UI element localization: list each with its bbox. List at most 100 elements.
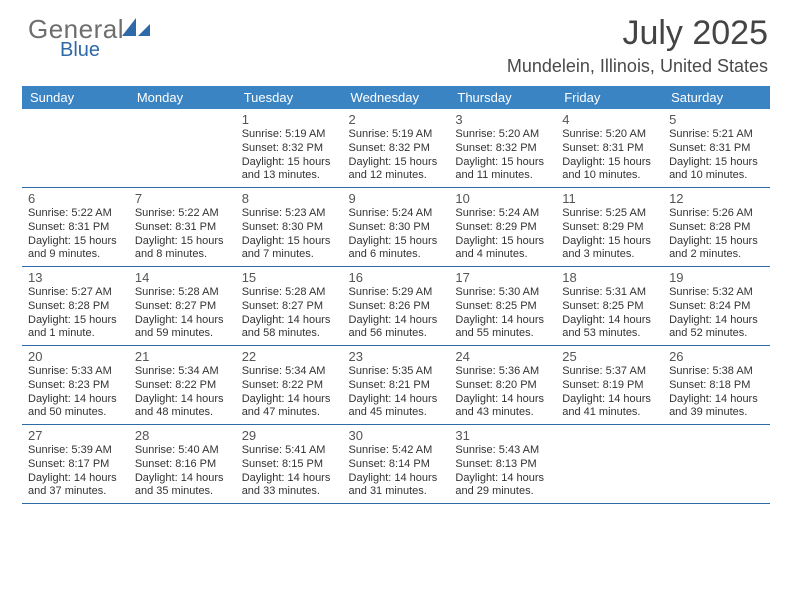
sunrise-line: Sunrise: 5:39 AM	[28, 444, 123, 458]
day-number: 27	[28, 428, 123, 443]
day-number: 9	[349, 191, 444, 206]
sunrise-line: Sunrise: 5:21 AM	[669, 128, 764, 142]
day-detail: Sunrise: 5:19 AMSunset: 8:32 PMDaylight:…	[242, 128, 337, 183]
daylight-line: Daylight: 14 hours and 55 minutes.	[455, 314, 550, 342]
day-detail: Sunrise: 5:28 AMSunset: 8:27 PMDaylight:…	[242, 286, 337, 341]
day-number: 22	[242, 349, 337, 364]
sunset-line: Sunset: 8:32 PM	[242, 142, 337, 156]
calendar-header-cell: Wednesday	[343, 86, 450, 109]
calendar-day-cell	[129, 109, 236, 187]
calendar-day-cell: 12Sunrise: 5:26 AMSunset: 8:28 PMDayligh…	[663, 188, 770, 266]
day-detail: Sunrise: 5:32 AMSunset: 8:24 PMDaylight:…	[669, 286, 764, 341]
day-detail: Sunrise: 5:41 AMSunset: 8:15 PMDaylight:…	[242, 444, 337, 499]
sunset-line: Sunset: 8:24 PM	[669, 300, 764, 314]
sunset-line: Sunset: 8:32 PM	[349, 142, 444, 156]
calendar-day-cell: 15Sunrise: 5:28 AMSunset: 8:27 PMDayligh…	[236, 267, 343, 345]
sunrise-line: Sunrise: 5:35 AM	[349, 365, 444, 379]
daylight-line: Daylight: 14 hours and 48 minutes.	[135, 393, 230, 421]
day-detail: Sunrise: 5:37 AMSunset: 8:19 PMDaylight:…	[562, 365, 657, 420]
daylight-line: Daylight: 14 hours and 31 minutes.	[349, 472, 444, 500]
sunset-line: Sunset: 8:13 PM	[455, 458, 550, 472]
sunrise-line: Sunrise: 5:26 AM	[669, 207, 764, 221]
sunset-line: Sunset: 8:31 PM	[28, 221, 123, 235]
day-number: 16	[349, 270, 444, 285]
calendar-day-cell: 25Sunrise: 5:37 AMSunset: 8:19 PMDayligh…	[556, 346, 663, 424]
daylight-line: Daylight: 15 hours and 12 minutes.	[349, 156, 444, 184]
daylight-line: Daylight: 14 hours and 37 minutes.	[28, 472, 123, 500]
day-number: 19	[669, 270, 764, 285]
calendar-day-cell: 16Sunrise: 5:29 AMSunset: 8:26 PMDayligh…	[343, 267, 450, 345]
daylight-line: Daylight: 14 hours and 33 minutes.	[242, 472, 337, 500]
day-number: 3	[455, 112, 550, 127]
day-number: 7	[135, 191, 230, 206]
calendar-day-cell: 9Sunrise: 5:24 AMSunset: 8:30 PMDaylight…	[343, 188, 450, 266]
calendar-header-cell: Saturday	[663, 86, 770, 109]
sunrise-line: Sunrise: 5:19 AM	[349, 128, 444, 142]
calendar-day-cell: 21Sunrise: 5:34 AMSunset: 8:22 PMDayligh…	[129, 346, 236, 424]
sunrise-line: Sunrise: 5:24 AM	[349, 207, 444, 221]
calendar-day-cell: 2Sunrise: 5:19 AMSunset: 8:32 PMDaylight…	[343, 109, 450, 187]
day-detail: Sunrise: 5:39 AMSunset: 8:17 PMDaylight:…	[28, 444, 123, 499]
day-detail: Sunrise: 5:35 AMSunset: 8:21 PMDaylight:…	[349, 365, 444, 420]
sunrise-line: Sunrise: 5:20 AM	[562, 128, 657, 142]
calendar-day-cell: 14Sunrise: 5:28 AMSunset: 8:27 PMDayligh…	[129, 267, 236, 345]
day-number: 11	[562, 191, 657, 206]
calendar: SundayMondayTuesdayWednesdayThursdayFrid…	[22, 86, 770, 504]
day-number: 17	[455, 270, 550, 285]
sunset-line: Sunset: 8:20 PM	[455, 379, 550, 393]
calendar-header-cell: Sunday	[22, 86, 129, 109]
sunrise-line: Sunrise: 5:19 AM	[242, 128, 337, 142]
sunset-line: Sunset: 8:23 PM	[28, 379, 123, 393]
sunrise-line: Sunrise: 5:28 AM	[135, 286, 230, 300]
daylight-line: Daylight: 14 hours and 58 minutes.	[242, 314, 337, 342]
day-number: 15	[242, 270, 337, 285]
sunset-line: Sunset: 8:32 PM	[455, 142, 550, 156]
day-detail: Sunrise: 5:33 AMSunset: 8:23 PMDaylight:…	[28, 365, 123, 420]
day-number: 12	[669, 191, 764, 206]
page: General Blue July 2025 Mundelein, Illino…	[0, 0, 792, 612]
calendar-day-cell: 8Sunrise: 5:23 AMSunset: 8:30 PMDaylight…	[236, 188, 343, 266]
sunrise-line: Sunrise: 5:22 AM	[28, 207, 123, 221]
logo-sail-icon	[122, 18, 152, 40]
sunrise-line: Sunrise: 5:34 AM	[242, 365, 337, 379]
day-detail: Sunrise: 5:22 AMSunset: 8:31 PMDaylight:…	[135, 207, 230, 262]
sunrise-line: Sunrise: 5:33 AM	[28, 365, 123, 379]
calendar-header-cell: Thursday	[449, 86, 556, 109]
sunset-line: Sunset: 8:18 PM	[669, 379, 764, 393]
day-detail: Sunrise: 5:22 AMSunset: 8:31 PMDaylight:…	[28, 207, 123, 262]
daylight-line: Daylight: 14 hours and 59 minutes.	[135, 314, 230, 342]
day-number: 20	[28, 349, 123, 364]
sunset-line: Sunset: 8:28 PM	[669, 221, 764, 235]
calendar-day-cell: 31Sunrise: 5:43 AMSunset: 8:13 PMDayligh…	[449, 425, 556, 503]
sunrise-line: Sunrise: 5:36 AM	[455, 365, 550, 379]
day-detail: Sunrise: 5:28 AMSunset: 8:27 PMDaylight:…	[135, 286, 230, 341]
daylight-line: Daylight: 14 hours and 52 minutes.	[669, 314, 764, 342]
sunrise-line: Sunrise: 5:38 AM	[669, 365, 764, 379]
calendar-day-cell: 29Sunrise: 5:41 AMSunset: 8:15 PMDayligh…	[236, 425, 343, 503]
sunrise-line: Sunrise: 5:31 AM	[562, 286, 657, 300]
sunrise-line: Sunrise: 5:27 AM	[28, 286, 123, 300]
calendar-day-cell: 27Sunrise: 5:39 AMSunset: 8:17 PMDayligh…	[22, 425, 129, 503]
calendar-week-row: 6Sunrise: 5:22 AMSunset: 8:31 PMDaylight…	[22, 188, 770, 267]
day-detail: Sunrise: 5:27 AMSunset: 8:28 PMDaylight:…	[28, 286, 123, 341]
calendar-week-row: 13Sunrise: 5:27 AMSunset: 8:28 PMDayligh…	[22, 267, 770, 346]
calendar-header-cell: Friday	[556, 86, 663, 109]
sunset-line: Sunset: 8:17 PM	[28, 458, 123, 472]
calendar-day-cell: 17Sunrise: 5:30 AMSunset: 8:25 PMDayligh…	[449, 267, 556, 345]
daylight-line: Daylight: 14 hours and 39 minutes.	[669, 393, 764, 421]
sunset-line: Sunset: 8:28 PM	[28, 300, 123, 314]
daylight-line: Daylight: 14 hours and 29 minutes.	[455, 472, 550, 500]
sunset-line: Sunset: 8:26 PM	[349, 300, 444, 314]
calendar-day-cell: 24Sunrise: 5:36 AMSunset: 8:20 PMDayligh…	[449, 346, 556, 424]
sunset-line: Sunset: 8:19 PM	[562, 379, 657, 393]
calendar-week-row: 27Sunrise: 5:39 AMSunset: 8:17 PMDayligh…	[22, 425, 770, 504]
day-detail: Sunrise: 5:19 AMSunset: 8:32 PMDaylight:…	[349, 128, 444, 183]
daylight-line: Daylight: 15 hours and 2 minutes.	[669, 235, 764, 263]
day-number: 2	[349, 112, 444, 127]
sunrise-line: Sunrise: 5:42 AM	[349, 444, 444, 458]
day-detail: Sunrise: 5:24 AMSunset: 8:30 PMDaylight:…	[349, 207, 444, 262]
day-number: 23	[349, 349, 444, 364]
calendar-header-row: SundayMondayTuesdayWednesdayThursdayFrid…	[22, 86, 770, 109]
calendar-day-cell	[22, 109, 129, 187]
calendar-day-cell: 28Sunrise: 5:40 AMSunset: 8:16 PMDayligh…	[129, 425, 236, 503]
